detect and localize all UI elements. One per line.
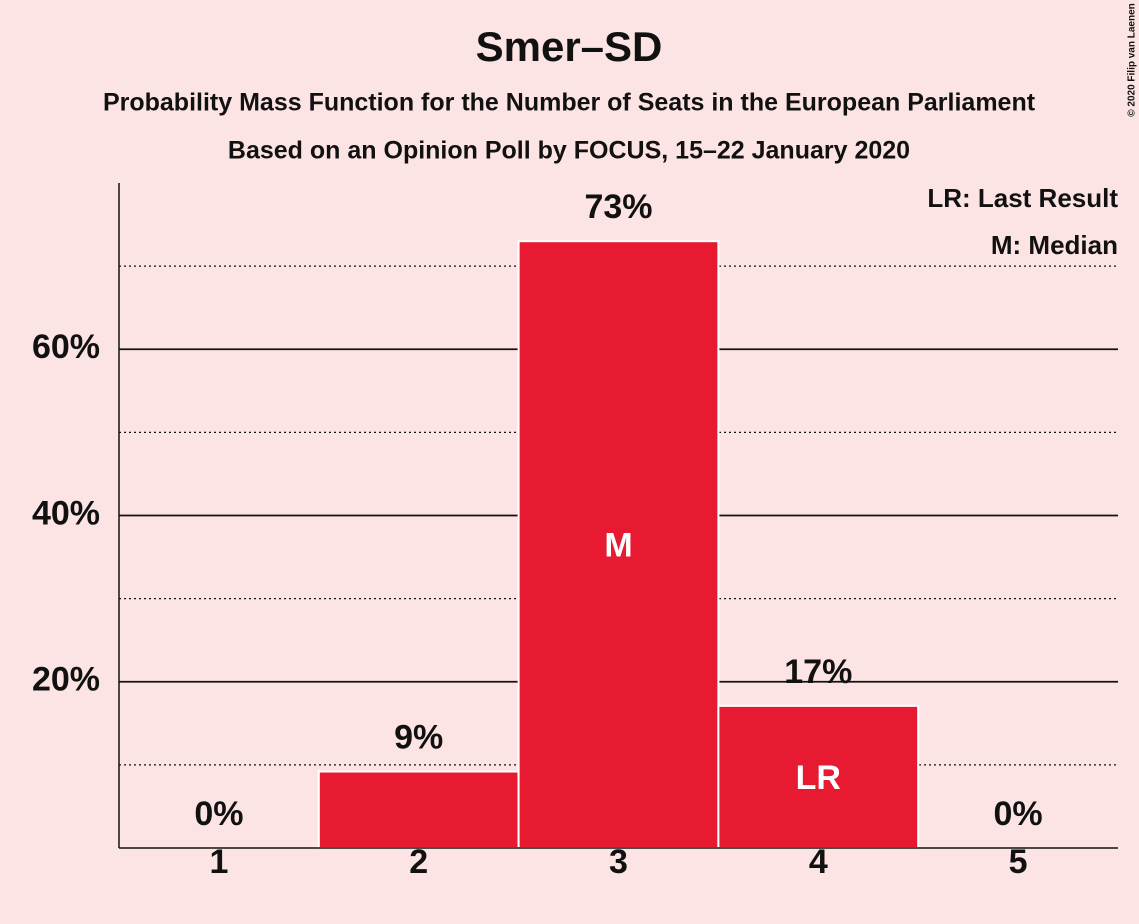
bar-annotation: M (604, 527, 632, 565)
legend-entry: LR: Last Result (927, 183, 1118, 213)
value-label: 9% (394, 719, 443, 757)
value-label: 0% (194, 795, 243, 833)
y-tick-label: 20% (32, 661, 100, 699)
x-tick-label: 1 (209, 843, 228, 881)
chart-subtitle: Probability Mass Function for the Number… (103, 89, 1036, 117)
bar (317, 770, 520, 850)
x-tick-label: 5 (1009, 843, 1028, 881)
legend-entry: M: Median (991, 230, 1118, 260)
chart-subtitle: Based on an Opinion Poll by FOCUS, 15–22… (228, 137, 910, 165)
copyright: © 2020 Filip van Laenen (1127, 3, 1138, 117)
bar-annotation: LR (796, 759, 841, 797)
x-tick-label: 2 (409, 843, 428, 881)
value-label: 73% (584, 188, 652, 226)
y-tick-label: 60% (32, 328, 100, 366)
x-tick-label: 3 (609, 843, 628, 881)
bar (717, 704, 920, 850)
value-label: 0% (994, 795, 1043, 833)
y-tick-label: 40% (32, 494, 100, 532)
bar (517, 240, 720, 849)
x-tick-label: 4 (809, 843, 828, 881)
value-label: 17% (784, 653, 852, 691)
chart-title: Smer–SD (476, 23, 663, 70)
